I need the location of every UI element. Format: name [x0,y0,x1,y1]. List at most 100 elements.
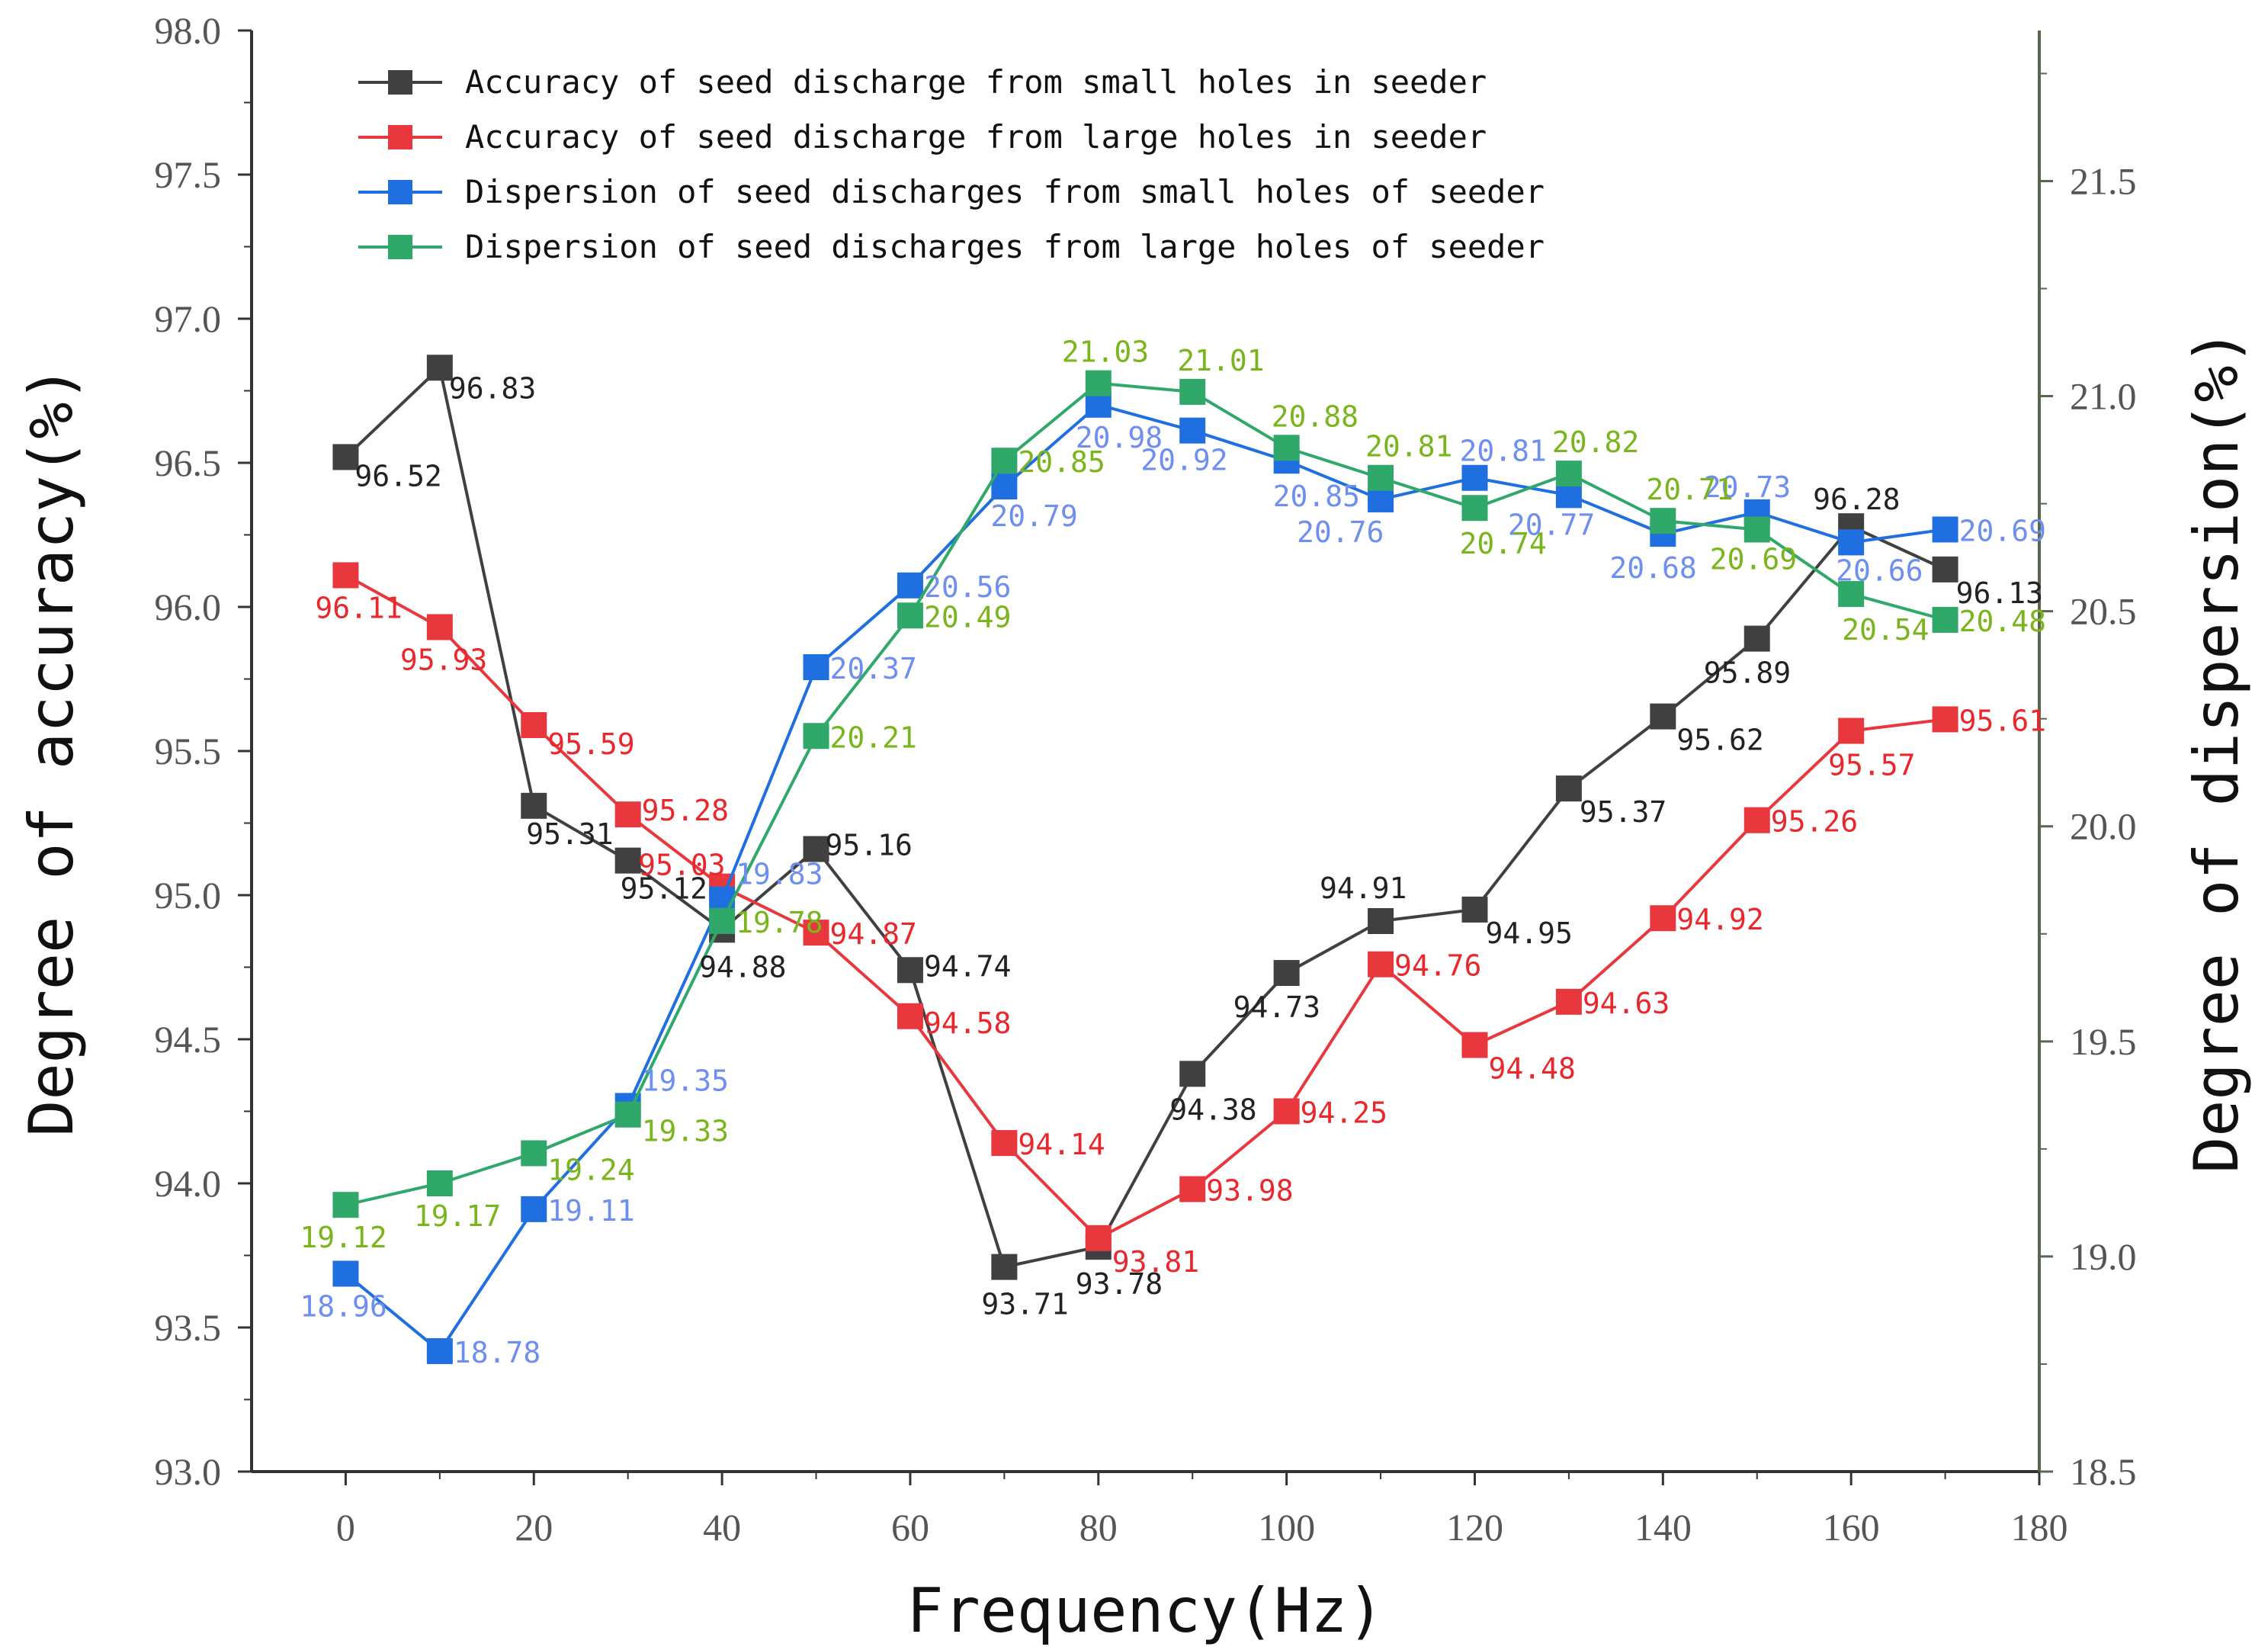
left-y-tick-label: 97.5 [155,153,222,196]
left-y-tick-label: 96.5 [155,441,222,484]
series-3-marker [1461,464,1488,491]
series-3-data-label: 20.73 [1704,470,1791,504]
series-3-data-label: 20.69 [1959,514,2046,547]
right-y-tick-label: 20.5 [2070,590,2137,633]
right-y-tick-label: 18.5 [2070,1450,2137,1493]
legend-marker-1 [388,70,412,95]
series-3-marker [991,473,1018,500]
series-3-marker [1932,516,1958,543]
series-3-marker [1179,417,1206,444]
right-y-tick-label: 19.5 [2070,1020,2137,1063]
series-2-data-label: 95.59 [547,727,634,761]
series-3-data-label: 20.81 [1459,435,1546,468]
series-1-data-label: 94.73 [1233,990,1320,1024]
series-3-data-label: 18.96 [300,1289,387,1323]
series-4-data-label: 20.82 [1552,425,1639,459]
series-4-marker [1085,370,1112,396]
right-y-tick-label: 21.5 [2070,159,2137,202]
series-2-marker [1932,706,1958,733]
legend-label-1: Accuracy of seed discharge from small ho… [465,63,1487,101]
series-1-data-label: 95.16 [826,829,913,862]
left-y-tick-label: 95.5 [155,730,222,772]
series-1-marker [426,355,453,381]
series-3-data-label: 19.35 [642,1064,729,1097]
series-3-data-label: 20.92 [1140,444,1227,477]
left-y-tick-label: 93.5 [155,1306,222,1349]
series-1-data-label: 96.52 [354,459,441,493]
right-y-tick-label: 21.0 [2070,375,2137,418]
series-2-marker [1838,717,1865,744]
series-2-marker [332,562,359,589]
left-y-tick-label: 98.0 [155,9,222,52]
series-4-marker [1368,464,1394,491]
series-1-data-label: 95.62 [1676,724,1763,757]
series-4-marker [1838,581,1865,608]
series-layer [332,355,1958,1365]
right-y-axis-title: Degree of dispersion(%) [2181,329,2252,1173]
series-4-data-label: 19.24 [547,1154,634,1187]
left-y-tick-label: 94.0 [155,1162,222,1205]
series-4-marker [1932,606,1958,633]
legend-label-4: Dispersion of seed discharges from large… [465,228,1545,265]
series-2-marker [1744,807,1770,833]
series-3-data-label: 19.83 [736,858,823,891]
right-y-tick-label: 20.0 [2070,805,2137,848]
series-1-data-label: 96.28 [1813,483,1900,516]
series-4-data-label: 20.74 [1459,527,1546,560]
series-1-marker [1179,1061,1206,1087]
series-1-marker [521,792,547,819]
series-3-marker [521,1196,547,1222]
series-2-marker [1085,1225,1112,1251]
series-2-marker [614,801,641,828]
series-1-data-label: 95.12 [621,872,707,906]
x-tick-label: 160 [1823,1506,1880,1549]
series-3-data-label: 20.68 [1609,551,1696,585]
series-4-data-label: 20.69 [1710,542,1797,576]
x-tick-label: 80 [1079,1506,1118,1549]
series-4-marker [1273,435,1300,461]
series-1-marker [803,836,829,862]
right-y-tick-label: 19.0 [2070,1235,2137,1278]
legend-marker-4 [388,235,412,259]
x-tick-label: 20 [515,1506,553,1549]
series-1-marker [1555,775,1582,802]
series-4-data-label: 20.48 [1959,605,2046,638]
series-4-data-label: 19.78 [736,906,823,939]
series-2-data-label: 94.63 [1583,987,1670,1020]
series-3-data-label: 19.11 [547,1194,634,1228]
series-2-data-label: 94.58 [924,1006,1011,1040]
series-1-data-label: 94.95 [1485,916,1572,950]
series-4-data-label: 21.03 [1062,335,1149,369]
legend-label-3: Dispersion of seed discharges from small… [465,173,1545,210]
series-1-marker [332,444,359,470]
series-4-data-label: 19.12 [300,1221,387,1254]
series-1-data-label: 94.38 [1169,1093,1256,1126]
series-2-data-label: 95.03 [638,849,725,882]
series-line-1 [345,366,1946,1269]
x-tick-label: 100 [1258,1506,1315,1549]
series-3-data-label: 18.78 [454,1336,541,1369]
series-2-marker [521,711,547,738]
series-2-data-label: 95.61 [1959,704,2046,737]
series-2-marker [426,614,453,640]
series-2-data-label: 95.57 [1828,749,1915,782]
series-1-data-label: 95.31 [526,817,613,851]
series-4-data-label: 21.01 [1177,344,1264,377]
x-tick-label: 120 [1446,1506,1503,1549]
series-2-data-label: 94.25 [1301,1096,1387,1130]
series-2-data-label: 94.48 [1488,1052,1575,1086]
series-1-data-label: 93.71 [981,1288,1068,1321]
series-3-marker [803,653,829,680]
series-1-data-label: 94.88 [699,950,786,984]
series-3-marker [426,1338,453,1365]
series-2-data-label: 95.93 [400,643,487,676]
series-1-marker [1932,556,1958,583]
series-2-data-label: 93.81 [1112,1245,1199,1279]
series-4-marker [709,907,736,934]
series-4-data-label: 20.71 [1646,473,1733,506]
series-1-data-label: 94.91 [1320,872,1407,905]
left-y-tick-label: 96.0 [155,586,222,628]
series-3-data-label: 20.56 [924,570,1011,604]
series-1-data-label: 96.83 [449,371,536,405]
series-3-marker [897,572,923,599]
